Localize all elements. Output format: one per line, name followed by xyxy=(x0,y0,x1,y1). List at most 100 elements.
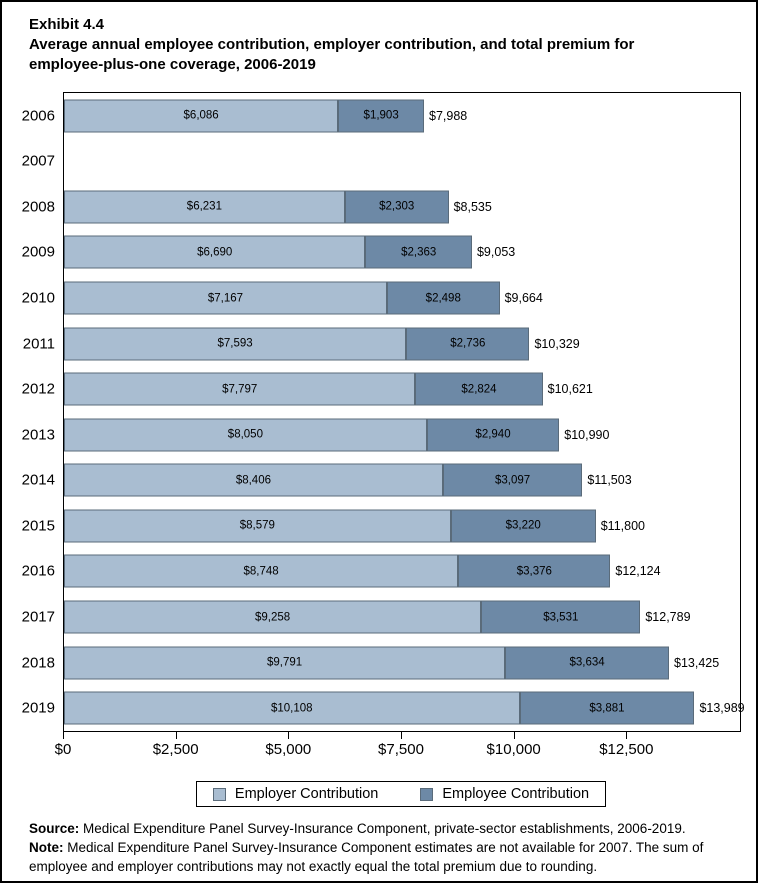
bar-value-label: $2,363 xyxy=(401,246,437,259)
bar-value-label: $6,231 xyxy=(186,200,222,213)
y-tick-label-2019: 2019 xyxy=(21,699,55,717)
chart-title: Average annual employee contribution, em… xyxy=(29,35,635,73)
bar-value-label: $7,167 xyxy=(207,292,244,305)
x-tick-label: $0 xyxy=(54,741,72,758)
y-tick-label-2017: 2017 xyxy=(21,608,55,626)
bar-value-label: $10,108 xyxy=(270,702,313,715)
total-premium-label-2012: $10,621 xyxy=(547,382,593,397)
chart-row-2008: 2008 $6,231 $2,303 $8,535 xyxy=(22,184,740,230)
bar-value-label: $3,220 xyxy=(505,519,541,532)
employee-bar-2016: $3,376 xyxy=(458,554,611,588)
bar-value-label: $7,593 xyxy=(217,337,253,350)
bar-value-label: $8,406 xyxy=(235,474,271,487)
bar-value-label: $3,531 xyxy=(543,611,579,624)
note-text: Medical Expenditure Panel Survey-Insuran… xyxy=(29,839,704,874)
employee-bar-2008: $2,303 xyxy=(344,190,449,224)
total-premium-label-2013: $10,990 xyxy=(564,427,610,442)
note-label: Note: xyxy=(29,839,64,855)
y-tick-label-2007: 2007 xyxy=(21,152,55,170)
y-tick-label-2006: 2006 xyxy=(21,107,55,125)
x-tick-mark xyxy=(626,732,628,739)
employer-bar-2008: $6,231 xyxy=(64,190,345,224)
employer-bar-2009: $6,690 xyxy=(64,235,366,269)
employee-contribution-swatch xyxy=(420,787,434,801)
employer-bar-2013: $8,050 xyxy=(64,418,427,452)
x-tick-label: $12,500 xyxy=(599,741,654,758)
chart-row-2014: 2014 $8,406 $3,097 $11,503 xyxy=(22,458,740,504)
bar-value-label: $8,050 xyxy=(227,428,263,441)
chart-row-2009: 2009 $6,690 $2,363 $9,053 xyxy=(22,230,740,276)
employee-bar-2009: $2,363 xyxy=(365,235,472,269)
x-tick-mark xyxy=(175,732,177,739)
bar-value-label: $7,797 xyxy=(222,383,258,396)
x-tick-label: $5,000 xyxy=(265,741,312,758)
employer-bar-2015: $8,579 xyxy=(64,509,451,543)
bar-value-label: $2,824 xyxy=(461,383,497,396)
bar-value-label: $8,579 xyxy=(239,519,275,532)
employer-contribution-swatch xyxy=(212,787,226,801)
employee-bar-2012: $2,824 xyxy=(415,372,543,406)
employer-bar-2006: $6,086 xyxy=(64,99,339,133)
y-tick-label-2013: 2013 xyxy=(21,426,55,444)
chart-row-2015: 2015 $8,579 $3,220 $11,800 xyxy=(22,503,740,549)
x-tick-mark xyxy=(288,732,290,739)
y-tick-label-2016: 2016 xyxy=(21,562,55,580)
bar-value-label: $3,376 xyxy=(516,565,552,578)
bar-value-label: $2,940 xyxy=(475,428,511,441)
legend-label-employee: Employee Contribution xyxy=(442,786,590,802)
x-tick-label: $10,000 xyxy=(486,741,541,758)
chart-row-2013: 2013 $8,050 $2,940 $10,990 xyxy=(22,412,740,458)
employer-bar-2017: $9,258 xyxy=(64,600,482,634)
bar-value-label: $9,791 xyxy=(267,656,303,669)
footnotes: Source: Medical Expenditure Panel Survey… xyxy=(29,820,729,877)
bar-value-label: $3,881 xyxy=(589,702,625,715)
bar-value-label: $3,634 xyxy=(569,656,605,669)
source-text: Medical Expenditure Panel Survey-Insuran… xyxy=(79,821,686,836)
title-block: Exhibit 4.4 Average annual employee cont… xyxy=(2,2,756,75)
total-premium-label-2019: $13,989 xyxy=(699,701,745,716)
x-tick-mark xyxy=(401,732,402,739)
x-axis: $0 $2,500 $5,000 $7,500 $10,000 $12,500 xyxy=(55,732,739,764)
y-tick-label-2009: 2009 xyxy=(21,243,55,261)
chart-row-2019: 2019 $10,108 $3,881 $13,989 xyxy=(22,685,745,731)
employer-bar-2014: $8,406 xyxy=(64,463,443,497)
y-tick-label-2015: 2015 xyxy=(21,517,55,535)
total-premium-label-2008: $8,535 xyxy=(453,199,492,214)
employer-bar-2010: $7,167 xyxy=(64,281,387,315)
employer-bar-2011: $7,593 xyxy=(64,327,407,361)
legend: Employer Contribution Employee Contribut… xyxy=(195,781,607,807)
total-premium-label-2006: $7,988 xyxy=(429,108,468,123)
exhibit-number: Exhibit 4.4 xyxy=(29,16,105,33)
employee-bar-2011: $2,736 xyxy=(406,327,530,361)
y-tick-label-2012: 2012 xyxy=(21,380,55,398)
bar-value-label: $2,303 xyxy=(379,200,415,213)
method-note: Note: Medical Expenditure Panel Survey-I… xyxy=(29,839,729,877)
bar-value-label: $1,903 xyxy=(363,109,399,122)
x-tick-mark xyxy=(63,732,64,739)
legend-label-employer: Employer Contribution xyxy=(234,786,379,802)
chart-row-2011: 2011 $7,593 $2,736 $10,329 xyxy=(23,321,740,367)
y-tick-label-2010: 2010 xyxy=(21,289,55,307)
bar-value-label: $2,736 xyxy=(450,337,486,350)
y-tick-label-2014: 2014 xyxy=(21,471,55,489)
plot-area: 2006 $6,086 $1,903 $7,988 2007 2008 $6,231 $2,3… xyxy=(22,92,745,732)
bar-value-label: $6,690 xyxy=(197,246,233,259)
bar-value-label: $9,258 xyxy=(255,611,291,624)
x-tick-label: $7,500 xyxy=(378,741,424,758)
y-tick-label-2011: 2011 xyxy=(22,335,55,353)
chart-row-2018: 2018 $9,791 $3,634 $13,425 xyxy=(22,640,740,686)
chart-row-2006: 2006 $6,086 $1,903 $7,988 xyxy=(22,93,740,139)
employer-bar-2012: $7,797 xyxy=(64,372,416,406)
employer-bar-2019: $10,108 xyxy=(64,691,520,725)
employee-bar-2014: $3,097 xyxy=(442,463,583,497)
y-tick-label-2008: 2008 xyxy=(21,198,55,216)
total-premium-label-2014: $11,503 xyxy=(587,473,632,488)
bar-value-label: $8,748 xyxy=(243,565,279,578)
chart-row-2017: 2017 $9,258 $3,531 $12,789 xyxy=(22,594,740,640)
employee-bar-2018: $3,634 xyxy=(505,646,669,680)
employee-bar-2019: $3,881 xyxy=(519,691,695,725)
total-premium-label-2018: $13,425 xyxy=(674,655,720,670)
employer-bar-2018: $9,791 xyxy=(64,646,506,680)
legend-item-employee: Employee Contribution xyxy=(420,786,589,802)
